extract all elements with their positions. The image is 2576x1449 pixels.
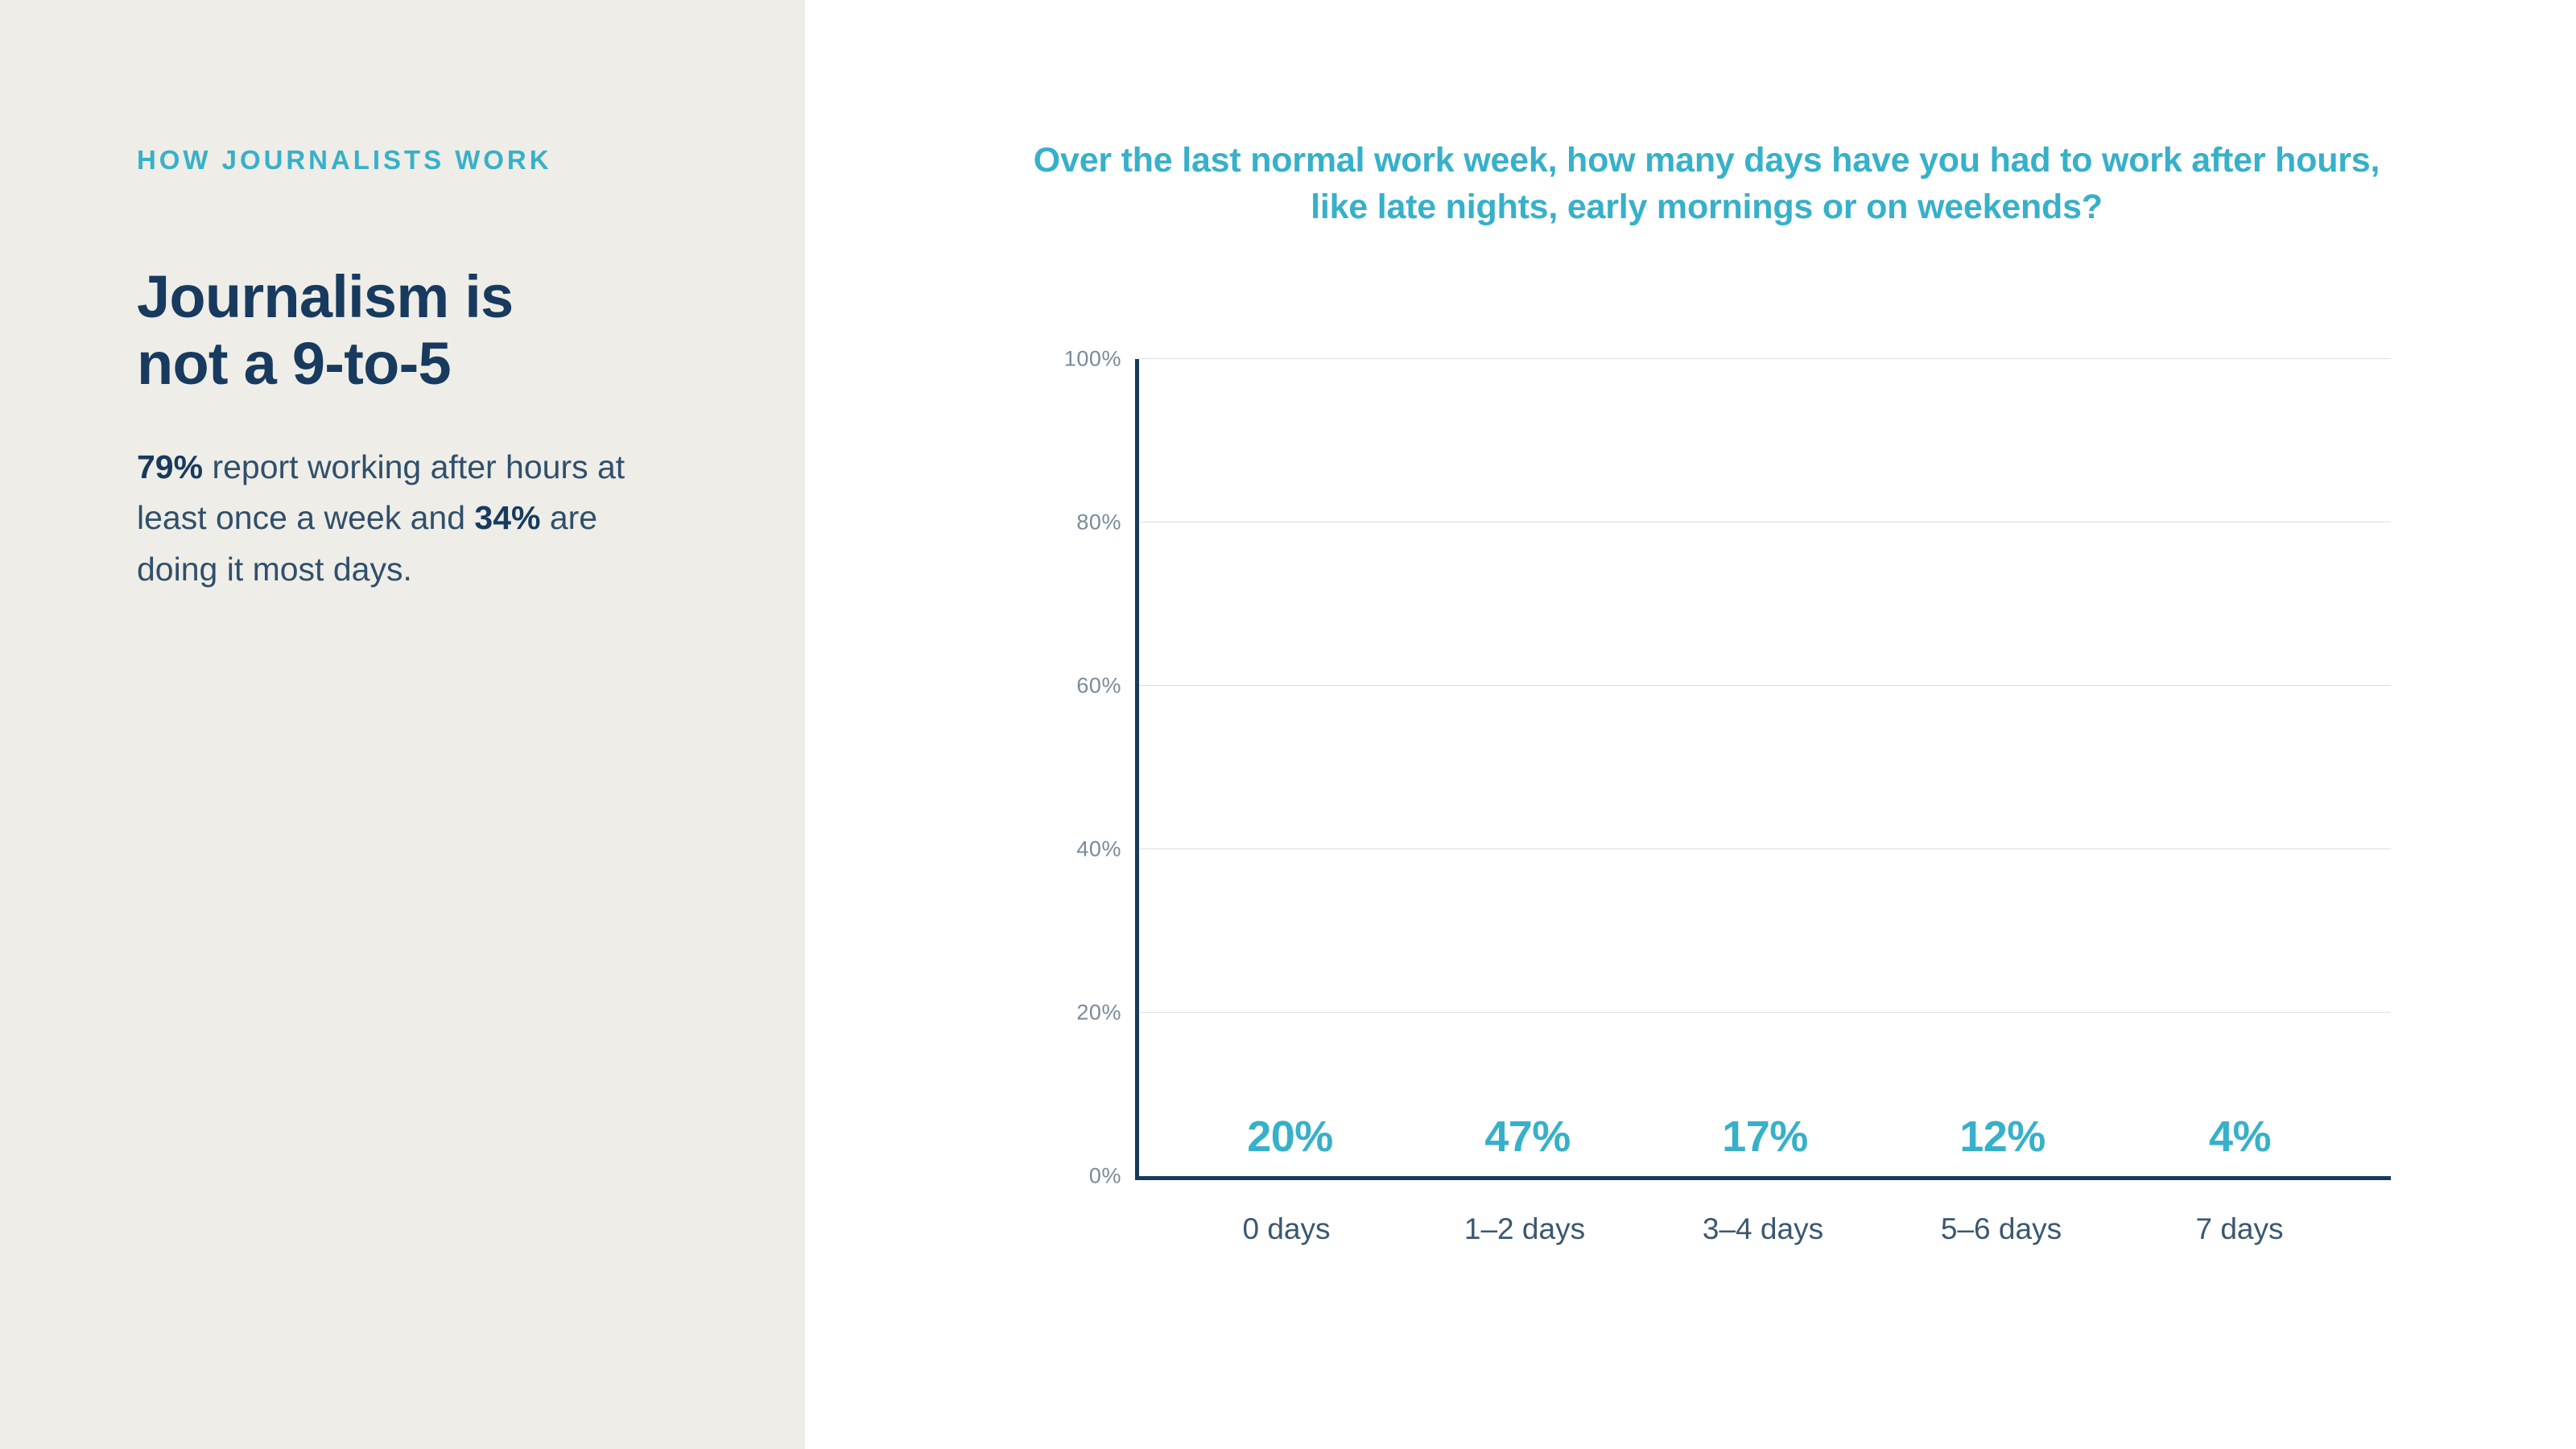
grid-line (1139, 848, 2391, 849)
bars-container: 20% 47% 17% 12% 4% (1139, 359, 2391, 1176)
x-axis-label: 7 days (2120, 1212, 2359, 1246)
stat-1: 79% (137, 448, 203, 485)
headline-line-1: Journalism is (137, 263, 513, 330)
bar-value-label: 20% (1247, 1112, 1332, 1162)
right-panel: Over the last normal work week, how many… (805, 0, 2576, 1449)
x-axis-label: 3–4 days (1644, 1212, 1882, 1246)
chart-title: Over the last normal work week, how many… (1030, 137, 2383, 230)
bar-slot: 17% (1646, 1112, 1884, 1176)
bar-slot: 4% (2121, 1112, 2359, 1176)
bar-value-label: 17% (1722, 1112, 1807, 1162)
x-axis-label: 1–2 days (1406, 1212, 1644, 1246)
bar-value-label: 4% (2209, 1112, 2271, 1162)
x-axis-label: 0 days (1167, 1212, 1406, 1246)
grid-line (1139, 1012, 2391, 1013)
grid-line (1139, 358, 2391, 359)
body-copy: 79% report working after hours at least … (137, 442, 684, 596)
bar-value-label: 47% (1484, 1112, 1570, 1162)
headline: Journalism is not a 9-to-5 (137, 264, 733, 398)
stat-2: 34% (474, 499, 540, 536)
left-panel: HOW JOURNALISTS WORK Journalism is not a… (0, 0, 805, 1449)
y-tick-label: 20% (1076, 1001, 1139, 1026)
bar-chart: 20%47%17%12%4% 0%20%40%60%80%100% 0 days… (1022, 359, 2391, 1246)
y-tick-label: 60% (1076, 674, 1139, 699)
y-tick-label: 0% (1089, 1164, 1139, 1189)
x-axis-labels: 0 days1–2 days3–4 days5–6 days7 days (1135, 1180, 2391, 1246)
plot-area: 20%47%17%12%4% 0%20%40%60%80%100% (1135, 359, 2391, 1180)
y-tick-label: 100% (1064, 347, 1139, 372)
bar-value-label: 12% (1959, 1112, 2045, 1162)
headline-line-2: not a 9-to-5 (137, 330, 451, 397)
section-eyebrow: HOW JOURNALISTS WORK (137, 145, 733, 175)
y-tick-label: 80% (1076, 510, 1139, 535)
bar-slot: 20% (1171, 1112, 1409, 1176)
grid-line (1139, 685, 2391, 686)
y-tick-label: 40% (1076, 837, 1139, 862)
x-axis-label: 5–6 days (1882, 1212, 2120, 1246)
bar-slot: 12% (1884, 1112, 2121, 1176)
bar-slot: 47% (1409, 1112, 1646, 1176)
